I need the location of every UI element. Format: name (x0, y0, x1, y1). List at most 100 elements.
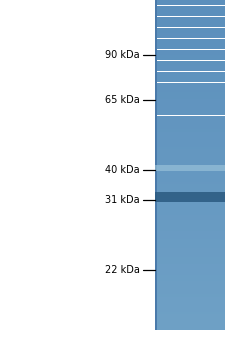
Bar (155, 192, 225, 202)
Bar (155, 246, 225, 247)
Bar (155, 100, 225, 101)
Bar (155, 260, 225, 261)
Bar (155, 7, 225, 8)
Bar (155, 172, 225, 173)
Bar (155, 25, 225, 26)
Bar (155, 88, 225, 89)
Bar (155, 131, 225, 132)
Bar (155, 207, 225, 208)
Bar (155, 12, 225, 13)
Bar (155, 225, 225, 226)
Bar (155, 209, 225, 210)
Bar (155, 133, 225, 134)
Bar (155, 160, 225, 161)
Bar (155, 295, 225, 296)
Bar (155, 173, 225, 174)
Bar (155, 299, 225, 300)
Bar (155, 108, 225, 109)
Bar (155, 2, 225, 3)
Bar (155, 202, 225, 203)
Bar (155, 298, 225, 299)
Bar (155, 197, 225, 198)
Bar (155, 138, 225, 139)
Bar (155, 211, 225, 212)
Bar (155, 273, 225, 274)
Bar (155, 118, 225, 119)
Bar (155, 303, 225, 304)
Bar (155, 186, 225, 187)
Bar (155, 300, 225, 301)
Bar (155, 5, 225, 7)
Bar (155, 111, 225, 112)
Bar (155, 69, 225, 70)
Bar (155, 175, 225, 176)
Bar (155, 24, 225, 25)
Bar (155, 113, 225, 114)
Bar (155, 230, 225, 231)
Bar (155, 329, 225, 330)
Bar (155, 124, 225, 125)
Bar (155, 271, 225, 272)
Bar (155, 284, 225, 285)
Bar (155, 18, 225, 19)
Bar (155, 208, 225, 209)
Bar (155, 157, 225, 159)
Bar (155, 266, 225, 267)
Bar (155, 218, 225, 219)
Bar (155, 249, 225, 250)
Bar (155, 253, 225, 254)
Bar (155, 19, 225, 20)
Bar (155, 156, 225, 157)
Bar (155, 89, 225, 90)
Bar (155, 200, 225, 201)
Bar (155, 199, 225, 200)
Bar (155, 59, 225, 61)
Bar (155, 65, 225, 66)
Bar (155, 140, 225, 141)
Bar (155, 165, 225, 171)
Bar (155, 237, 225, 238)
Bar (155, 123, 225, 124)
Bar (155, 316, 225, 317)
Bar (155, 122, 225, 123)
Bar (155, 185, 225, 186)
Bar (155, 274, 225, 275)
Bar (155, 75, 225, 76)
Bar (155, 277, 225, 278)
Bar (155, 217, 225, 218)
Bar (155, 189, 225, 190)
Bar (155, 282, 225, 283)
Bar (155, 86, 225, 87)
Bar (155, 130, 225, 131)
Bar (155, 85, 225, 86)
Bar (155, 308, 225, 309)
Bar (155, 223, 225, 224)
Bar (155, 235, 225, 237)
Bar (155, 245, 225, 246)
Bar (155, 0, 225, 1)
Bar (155, 153, 225, 154)
Bar (155, 251, 225, 252)
Bar (155, 126, 225, 128)
Bar (155, 268, 225, 269)
Bar (155, 67, 225, 68)
Bar (155, 83, 225, 85)
Bar (155, 178, 225, 179)
Bar (155, 110, 225, 111)
Bar (155, 54, 225, 55)
Bar (155, 167, 225, 168)
Bar (155, 307, 225, 308)
Bar (155, 280, 225, 281)
Bar (155, 40, 225, 41)
Bar (155, 290, 225, 291)
Bar (155, 297, 225, 298)
Bar (155, 215, 225, 216)
Bar (155, 10, 225, 11)
Bar (155, 213, 225, 215)
Bar (155, 141, 225, 142)
Bar (155, 47, 225, 48)
Bar (155, 204, 225, 206)
Bar (155, 281, 225, 282)
Bar (155, 43, 225, 44)
Text: 31 kDa: 31 kDa (105, 195, 140, 205)
